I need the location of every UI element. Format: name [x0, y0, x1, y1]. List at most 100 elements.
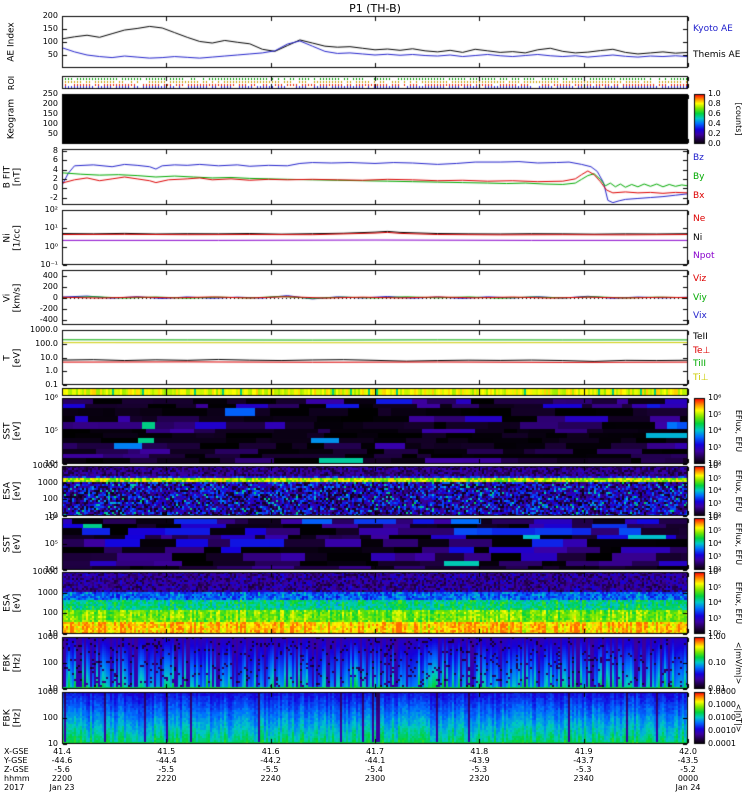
cb-unit-label-sst_i: EFlux, EFU: [734, 522, 743, 566]
ytick-label-te: 1000.0: [30, 325, 58, 334]
time-tick-label: 2300: [364, 774, 386, 783]
cbtick-label-esa_e: 10²: [708, 511, 722, 520]
ytick-label-bfit: 0: [52, 183, 58, 193]
cbtick-label-fbk_e: 1.00: [708, 632, 726, 641]
ephemeris-value: -5.2: [680, 765, 696, 774]
cbtick-label-esa_e: 10⁵: [708, 473, 722, 483]
ytick-label-esa_e: 10: [47, 511, 58, 520]
ytick-label-ae: 100: [42, 37, 58, 46]
cbtick-label-keogram: 0.6: [708, 109, 721, 118]
cbtick-label-sst_i: 10⁶: [708, 513, 722, 522]
ytick-label-esa_e: 1000: [37, 477, 58, 487]
cbtick-label-sst_e: 10³: [708, 442, 722, 452]
ytick-label-sst_e: 10⁶: [44, 393, 58, 402]
legend-label-bfit-1: By: [693, 172, 705, 182]
panel-label-esa_e: [eV]: [12, 481, 23, 501]
ytick-label-fbk_b: 1000: [37, 687, 58, 696]
cbtick-label-keogram: 0.8: [708, 99, 721, 108]
ytick-label-esa_e: 100: [42, 494, 58, 504]
cbtick-label-esa_i: 10⁴: [708, 598, 722, 607]
ytick-label-fbk_b: 10: [47, 739, 58, 748]
ephemeris-value: -43.9: [468, 756, 490, 765]
ytick-label-sst_i: 10⁴: [44, 565, 58, 574]
ytick-label-ni: 10¹: [44, 223, 58, 233]
ytick-label-keogram: 150: [42, 109, 58, 118]
cb-unit-label-fbk_e: <|mV/m|>: [734, 641, 743, 685]
ytick-label-fbk_e: 1000: [37, 632, 58, 641]
ytick-label-vi: 200: [42, 281, 58, 291]
cbtick-label-esa_e: 10⁶: [708, 461, 722, 470]
legend-label-vi-2: Vix: [693, 310, 707, 321]
ephemeris-value: 41.4: [53, 747, 71, 756]
cbtick-label-esa_i: 10⁵: [708, 582, 722, 592]
panel-label-ni: Ni: [2, 232, 13, 243]
ephemeris-value: 41.7: [366, 747, 384, 756]
ytick-label-ae: 150: [42, 24, 58, 33]
panel-label-sst_i: [eV]: [12, 534, 23, 554]
cbtick-label-keogram: 0.4: [708, 119, 721, 128]
panel-label-te: T: [2, 354, 13, 361]
ytick-label-vi: -400: [39, 314, 58, 324]
legend-label-ae-1: Themis AE: [693, 50, 741, 60]
time-tick-label: 2340: [573, 774, 594, 783]
cb-unit-label-fbk_b: <|nT|>: [734, 703, 743, 733]
legend-label-ni-1: Ni: [693, 232, 703, 243]
ephemeris-value: -43.5: [677, 756, 699, 765]
ytick-label-ni: 10²: [44, 205, 58, 214]
cbtick-label-esa_i: 10³: [708, 613, 722, 623]
legend-label-te-1: Te⊥: [693, 345, 711, 356]
plot-title: P1 (TH-B): [349, 2, 401, 15]
ytick-label-te: 10.0: [40, 352, 58, 362]
panel-label-ae: AE Index: [6, 22, 17, 62]
panel-label-roi: ROI: [7, 75, 16, 90]
ytick-label-sst_i: 10⁶: [44, 513, 58, 522]
time-tick-label: 0000: [677, 774, 699, 783]
ytick-label-fbk_e: 100: [42, 658, 58, 667]
ephemeris-row-label: Z-GSE: [4, 765, 29, 774]
ytick-label-vi: -200: [39, 303, 58, 313]
cbtick-label-esa_e: 10³: [708, 498, 722, 508]
ephemeris-value: -5.3: [471, 765, 488, 774]
ytick-label-vi: 0: [52, 292, 58, 302]
ytick-label-fbk_b: 100: [42, 713, 58, 722]
legend-label-te-0: TeII: [693, 331, 708, 342]
ephemeris-value: -44.2: [260, 756, 281, 765]
ytick-label-bfit: 2: [52, 173, 58, 183]
ephemeris-value: -5.5: [158, 765, 175, 774]
panel-label-fbk_e: FBK: [2, 654, 13, 672]
panel-label-ni: [1/cc]: [12, 224, 23, 251]
ephemeris-value: 41.9: [574, 747, 593, 756]
cb-unit-label-keogram: [counts]: [734, 102, 743, 136]
panel-label-vi: [km/s]: [12, 283, 23, 312]
ytick-label-esa_i: 1000: [37, 587, 58, 597]
time-tick-label: 2200: [51, 774, 73, 783]
panel-label-sst_e: [eV]: [12, 421, 23, 441]
panel-label-fbk_b: FBK: [2, 709, 13, 727]
legend-label-bfit-2: Bx: [693, 190, 705, 201]
ytick-label-te: 0.1: [45, 380, 58, 389]
ytick-label-bfit: 4: [52, 164, 58, 174]
cbtick-label-sst_i: 10³: [708, 552, 722, 561]
ytick-label-te: 1.0: [45, 366, 58, 376]
time-tick-label: 2240: [260, 774, 281, 783]
legend-label-te-2: TiII: [693, 359, 707, 370]
cbtick-label-esa_i: 10⁶: [708, 567, 722, 576]
ytick-label-keogram: 100: [42, 119, 58, 128]
ytick-label-ae: 50: [47, 50, 58, 59]
panel-label-sst_i: SST: [2, 535, 13, 553]
cb-unit-label-esa_e: EFlux, EFU: [734, 469, 743, 513]
date-end-label: Jan 24: [675, 783, 701, 792]
ephemeris-value: -5.3: [575, 765, 592, 774]
panel-label-te: [eV]: [12, 348, 23, 367]
cbtick-label-fbk_b: 0.0100: [708, 713, 736, 722]
ytick-label-esa_i: 10000: [32, 567, 58, 576]
date-start-label: Jan 23: [49, 783, 75, 792]
ephemeris-value: 41.8: [470, 747, 489, 756]
panel-label-esa_i: ESA: [2, 594, 13, 612]
ytick-label-fbk_e: 10: [47, 684, 58, 693]
cbtick-label-keogram: 1.0: [708, 89, 721, 98]
ytick-label-sst_e: 10⁴: [44, 459, 58, 468]
ephemeris-value: -5.5: [262, 765, 279, 774]
